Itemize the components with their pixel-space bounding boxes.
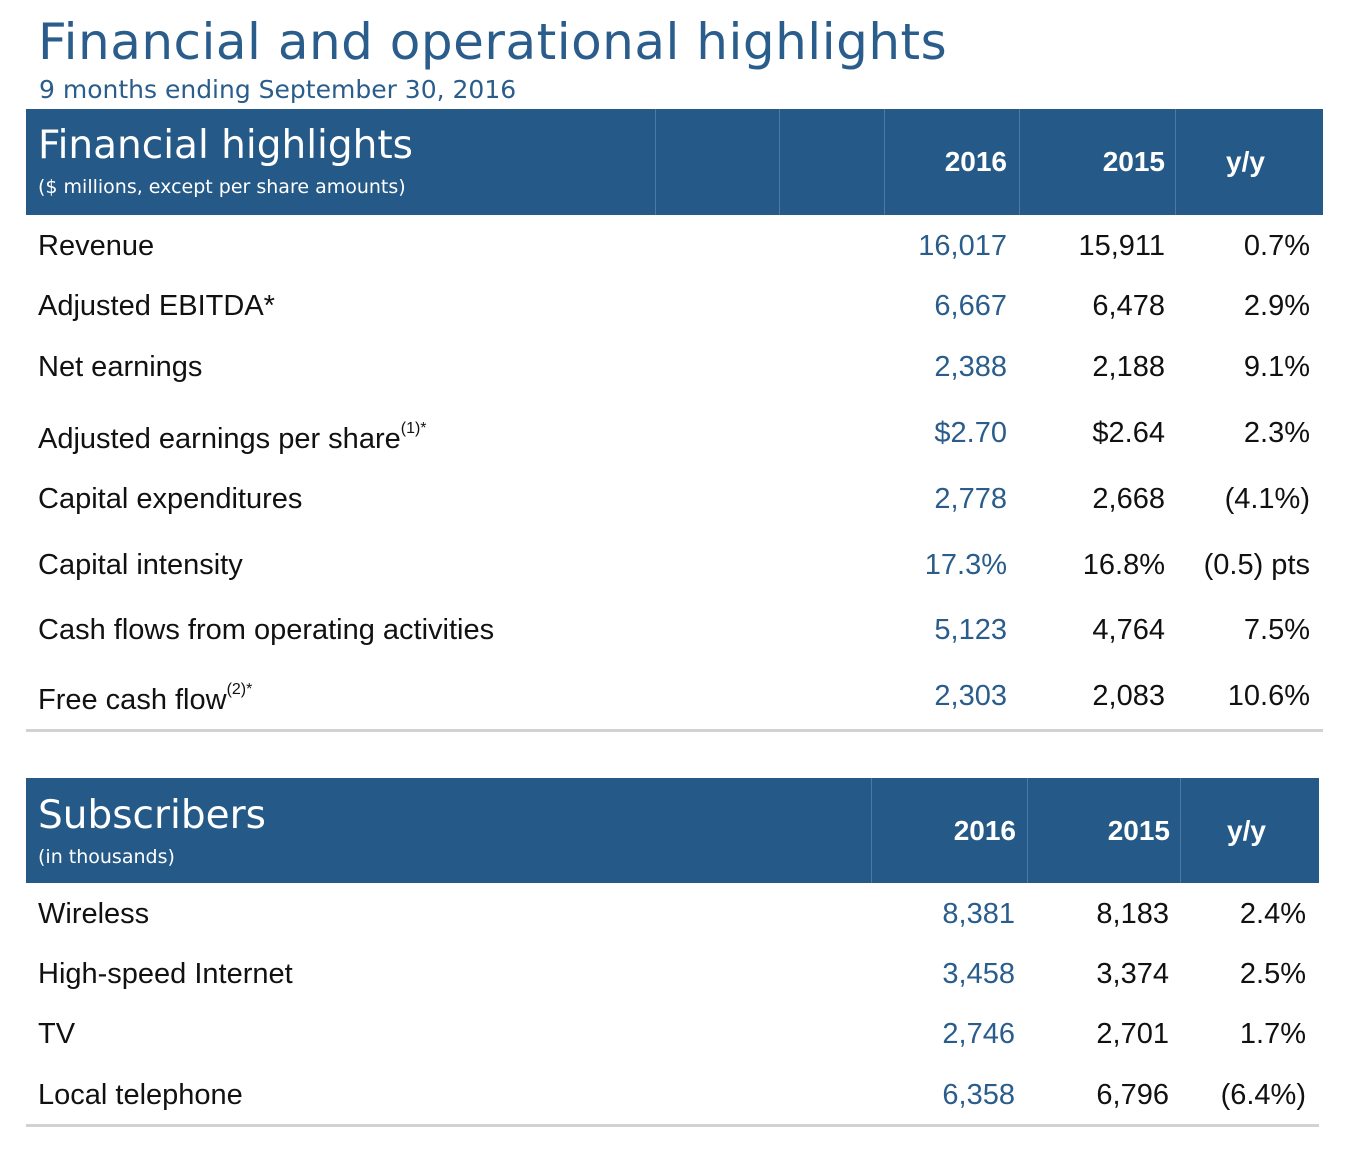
row-label: High-speed Internet — [38, 958, 293, 990]
financial-col-2016: 2016 — [944, 146, 1007, 177]
table-row: Local telephone 6,358 6,796 (6.4%) — [26, 1065, 1319, 1125]
subscribers-header-band: Subscribers (in thousands) 2016 2015 y/y — [26, 778, 1319, 883]
financial-section-subtitle: ($ millions, except per share amounts) — [38, 176, 406, 198]
table-row: TV 2,746 2,701 1.7% — [26, 1004, 1319, 1064]
value-2015: 2,701 — [1096, 1018, 1169, 1050]
table-row: Net earnings 2,388 2,188 9.1% — [26, 337, 1323, 397]
subscribers-bottom-rule — [26, 1124, 1319, 1127]
subscribers-section-title: Subscribers — [38, 793, 266, 838]
row-label: TV — [38, 1018, 76, 1050]
value-2015: 4,764 — [1092, 614, 1165, 646]
subscribers-col-2015: 2015 — [1107, 815, 1170, 846]
footnote-marker: (1)* — [400, 420, 427, 438]
footnote-marker: (2)* — [226, 681, 253, 699]
value-2016: 2,388 — [934, 351, 1007, 383]
row-label: Free cash flow(2)* — [38, 681, 253, 716]
row-label: Adjusted earnings per share(1)* — [38, 420, 427, 455]
value-2015: 2,188 — [1092, 351, 1165, 383]
value-2016: 17.3% — [924, 549, 1007, 581]
value-2016: 2,778 — [934, 483, 1007, 515]
value-yy: 2.9% — [1243, 290, 1310, 322]
table-row: Revenue 16,017 15,911 0.7% — [26, 216, 1323, 276]
financial-header-band: Financial highlights ($ millions, except… — [26, 109, 1323, 215]
table-row: Capital expenditures 2,778 2,668 (4.1%) — [26, 469, 1323, 529]
value-yy: 1.7% — [1239, 1018, 1306, 1050]
value-2015: 15,911 — [1078, 230, 1165, 262]
financial-bottom-rule — [26, 729, 1323, 732]
value-2016: 5,123 — [934, 614, 1007, 646]
page-title: Financial and operational highlights — [38, 13, 948, 71]
value-2015: $2.64 — [1092, 417, 1165, 449]
row-label: Local telephone — [38, 1079, 243, 1111]
value-yy: (4.1%) — [1224, 483, 1310, 515]
value-2016: 3,458 — [942, 958, 1015, 990]
value-2016: 2,746 — [942, 1018, 1015, 1050]
subscribers-col-yy: y/y — [1227, 815, 1266, 846]
table-row: High-speed Internet 3,458 3,374 2.5% — [26, 944, 1319, 1004]
value-2015: 6,796 — [1096, 1079, 1169, 1111]
value-2016: 6,358 — [942, 1079, 1015, 1111]
value-2015: 3,374 — [1096, 958, 1169, 990]
table-row: Adjusted EBITDA* 6,667 6,478 2.9% — [26, 276, 1323, 336]
value-2015: 2,668 — [1092, 483, 1165, 515]
value-2015: 16.8% — [1082, 549, 1165, 581]
value-2016: $2.70 — [934, 417, 1007, 449]
value-yy: 7.5% — [1243, 614, 1310, 646]
value-yy: 2.5% — [1239, 958, 1306, 990]
table-row: Wireless 8,381 8,183 2.4% — [26, 884, 1319, 944]
row-label: Capital expenditures — [38, 483, 303, 515]
value-2016: 2,303 — [934, 680, 1007, 712]
value-yy: 2.4% — [1239, 898, 1306, 930]
financial-section-title: Financial highlights — [38, 123, 413, 168]
table-row: Capital intensity 17.3% 16.8% (0.5) pts — [26, 535, 1323, 595]
row-label: Adjusted EBITDA* — [38, 290, 275, 322]
table-row: Free cash flow(2)* 2,303 2,083 10.6% — [26, 666, 1323, 726]
value-yy: 9.1% — [1243, 351, 1310, 383]
financial-col-2015: 2015 — [1102, 146, 1165, 177]
table-row: Cash flows from operating activities 5,1… — [26, 600, 1323, 660]
value-2015: 6,478 — [1092, 290, 1165, 322]
subscribers-col-2016: 2016 — [953, 815, 1016, 846]
value-yy: 2.3% — [1243, 417, 1310, 449]
row-label: Wireless — [38, 898, 150, 930]
value-2016: 16,017 — [918, 230, 1007, 262]
row-label: Revenue — [38, 230, 155, 262]
value-yy: 0.7% — [1243, 230, 1310, 262]
value-yy: 10.6% — [1227, 680, 1310, 712]
row-label: Net earnings — [38, 351, 203, 383]
value-2015: 2,083 — [1092, 680, 1165, 712]
value-yy: (6.4%) — [1220, 1079, 1306, 1111]
row-label: Capital intensity — [38, 549, 243, 581]
page-subtitle: 9 months ending September 30, 2016 — [39, 75, 517, 104]
table-row: Adjusted earnings per share(1)* $2.70 $2… — [26, 403, 1323, 463]
value-2016: 6,667 — [934, 290, 1007, 322]
value-yy: (0.5) pts — [1203, 549, 1310, 581]
subscribers-section-subtitle: (in thousands) — [38, 846, 175, 868]
row-label: Cash flows from operating activities — [38, 614, 495, 646]
financial-col-yy: y/y — [1226, 146, 1265, 177]
value-2015: 8,183 — [1096, 898, 1169, 930]
value-2016: 8,381 — [942, 898, 1015, 930]
